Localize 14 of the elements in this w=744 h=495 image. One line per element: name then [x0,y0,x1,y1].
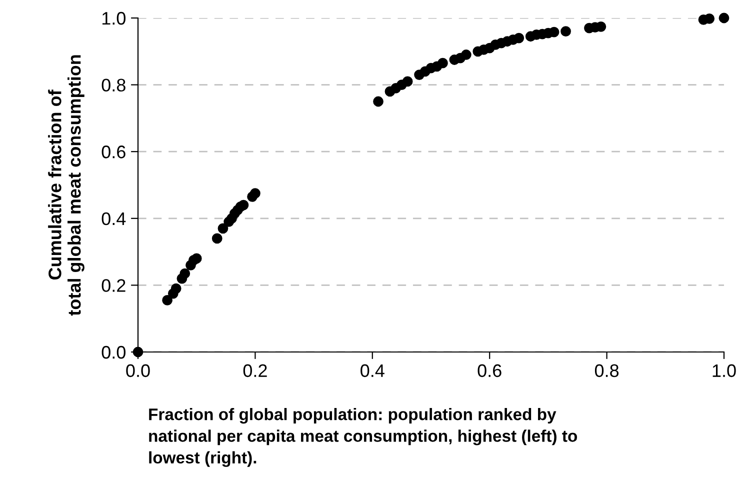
x-tick-label: 0.8 [594,364,619,378]
x-tick-label: 0.4 [360,364,384,378]
y-tick-label: 0.4 [102,212,126,226]
y-tick-label: 0.8 [102,78,126,92]
x-tick-label: 1.0 [712,364,736,378]
x-tick-label: 0.0 [126,364,150,378]
y-tick-label: 1.0 [102,12,126,25]
x-tick-label: 0.6 [478,364,502,378]
x-axis-title: Fraction of global population: population ranked by national per capita meat consumption, highest (left) to lowest (right). [149,408,578,467]
y-tick-label: 0.0 [102,346,126,359]
y-axis-title: Cumulative fraction of total global meat consumption [48,55,84,316]
y-tick-label: 0.6 [102,146,126,158]
x-tick-label: 0.2 [243,364,267,378]
y-tick-label: 0.2 [102,279,126,292]
